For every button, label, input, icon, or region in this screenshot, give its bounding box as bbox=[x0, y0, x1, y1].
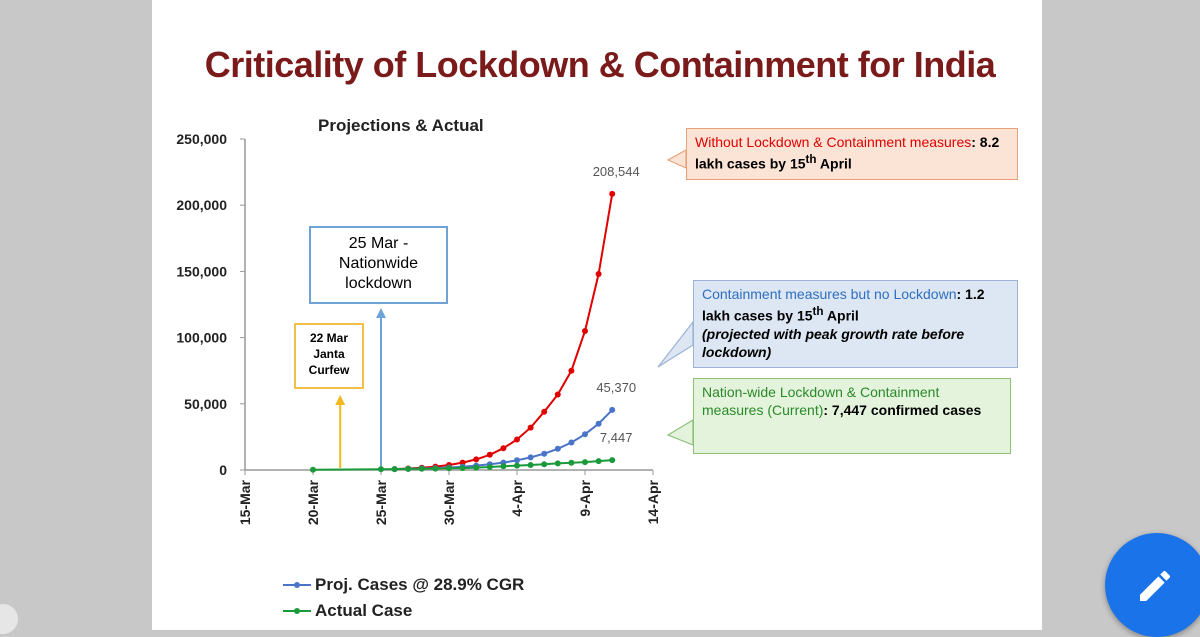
callout-containment-no-lockdown: Containment measures but no Lockdown: 1.… bbox=[693, 280, 1018, 368]
legend-item-projected: Proj. Cases @ 28.9% CGR bbox=[283, 572, 524, 598]
callout-green-pointer bbox=[666, 418, 694, 446]
data-point bbox=[541, 408, 548, 415]
slide-title: Criticality of Lockdown & Containment fo… bbox=[204, 44, 996, 85]
callout-red-pointer bbox=[666, 148, 687, 169]
callout-green-text: : 7,447 confirmed cases bbox=[823, 402, 982, 418]
corner-button[interactable] bbox=[0, 604, 18, 634]
data-point bbox=[459, 465, 466, 472]
y-tick-label: 0 bbox=[219, 462, 227, 478]
data-point bbox=[310, 466, 316, 473]
event-markers bbox=[335, 308, 386, 468]
data-point bbox=[486, 464, 493, 470]
data-point bbox=[568, 459, 575, 466]
data-point bbox=[432, 465, 439, 472]
x-tick-label: 9-Apr bbox=[577, 479, 593, 516]
data-point bbox=[527, 454, 534, 461]
data-point bbox=[568, 439, 575, 446]
x-tick-label: 25-Mar bbox=[373, 479, 389, 525]
data-point bbox=[554, 445, 561, 452]
data-point bbox=[609, 406, 616, 413]
data-point bbox=[595, 420, 602, 427]
data-point bbox=[500, 463, 507, 470]
data-point bbox=[446, 465, 452, 472]
data-point bbox=[473, 464, 480, 471]
chart-axes: 0 50,000 100,000 150,000 200,000 250,000 15-Ma… bbox=[176, 131, 661, 525]
y-tick-label: 100,000 bbox=[176, 330, 227, 346]
data-point bbox=[554, 460, 561, 467]
callout-blue-text-end: April bbox=[823, 307, 859, 324]
callout-red-sup: th bbox=[805, 153, 817, 166]
x-tick-label: 30-Mar bbox=[441, 479, 457, 525]
chart-title: Projections & Actual bbox=[318, 116, 484, 135]
data-point bbox=[473, 456, 480, 463]
data-point bbox=[486, 451, 493, 458]
data-point bbox=[568, 367, 575, 374]
y-tick-label: 250,000 bbox=[176, 131, 227, 147]
data-point bbox=[541, 461, 548, 468]
chart-series bbox=[310, 190, 616, 473]
data-point bbox=[405, 465, 412, 472]
data-point bbox=[514, 457, 520, 464]
data-point bbox=[609, 190, 616, 197]
data-point bbox=[378, 466, 384, 473]
data-point bbox=[582, 459, 588, 466]
data-point bbox=[514, 436, 520, 443]
data-point bbox=[582, 328, 588, 334]
data-point bbox=[582, 431, 588, 438]
data-point bbox=[541, 450, 548, 457]
legend-line-green-icon bbox=[283, 608, 311, 614]
end-value-label: 45,370 bbox=[596, 380, 636, 395]
callout-red-text: : 8.2 lakh cases by 15 bbox=[695, 134, 1000, 172]
callout-blue-highlight: Containment measures but no Lockdown bbox=[702, 286, 957, 302]
data-point bbox=[514, 462, 520, 469]
end-value-label: 7,447 bbox=[600, 430, 633, 445]
edit-fab-button[interactable] bbox=[1105, 533, 1200, 637]
y-tick-label: 50,000 bbox=[184, 396, 227, 412]
pencil-icon bbox=[1140, 570, 1171, 601]
x-tick-label: 14-Apr bbox=[645, 479, 661, 524]
annotation-lockdown: 25 Mar - Nationwide lockdown bbox=[309, 226, 448, 304]
callout-nationwide-lockdown: Nation-wide Lockdown & Containment measu… bbox=[693, 378, 1011, 454]
marker-arrow-head bbox=[335, 395, 346, 405]
end-value-label: 208,544 bbox=[593, 164, 640, 179]
callout-blue-text: : 1.2 lakh cases by 15 bbox=[702, 286, 985, 324]
data-point bbox=[595, 271, 602, 277]
chart-legend: Proj. Cases @ 28.9% CGR Actual Case bbox=[283, 572, 524, 624]
callout-without-lockdown: Without Lockdown & Containment measures:… bbox=[686, 128, 1018, 180]
data-point bbox=[527, 424, 534, 431]
legend-label-actual: Actual Case bbox=[315, 601, 413, 620]
data-point bbox=[418, 465, 425, 472]
annotation-janta-curfew: 22 Mar Janta Curfew bbox=[294, 323, 364, 389]
data-point bbox=[609, 457, 616, 464]
callout-blue-note: (projected with peak growth rate before … bbox=[702, 325, 965, 360]
y-tick-label: 150,000 bbox=[176, 263, 227, 279]
data-point bbox=[595, 458, 602, 465]
y-tick-label: 200,000 bbox=[176, 197, 227, 213]
callout-blue-sup: th bbox=[812, 305, 824, 318]
data-point bbox=[527, 462, 534, 468]
data-labels: 208,544 45,370 7,447 bbox=[593, 164, 640, 445]
data-point bbox=[500, 445, 507, 452]
callout-red-text-end: April bbox=[816, 155, 852, 172]
legend-item-actual: Actual Case bbox=[283, 598, 524, 624]
callout-pointers bbox=[657, 148, 694, 446]
x-tick-label: 15-Mar bbox=[237, 479, 253, 525]
callout-red-highlight: Without Lockdown & Containment measures bbox=[695, 134, 972, 150]
marker-arrow-head bbox=[376, 308, 386, 318]
data-point bbox=[554, 391, 561, 398]
data-point bbox=[459, 459, 466, 466]
callout-green-highlight: Nation-wide Lockdown & Containment measu… bbox=[702, 384, 940, 418]
x-tick-label: 20-Mar bbox=[305, 479, 321, 525]
legend-label-projected: Proj. Cases @ 28.9% CGR bbox=[315, 575, 525, 594]
x-tick-label: 4-Apr bbox=[509, 479, 525, 516]
legend-line-blue-icon bbox=[283, 582, 311, 588]
callout-blue-pointer bbox=[657, 320, 694, 368]
data-point bbox=[391, 466, 398, 473]
